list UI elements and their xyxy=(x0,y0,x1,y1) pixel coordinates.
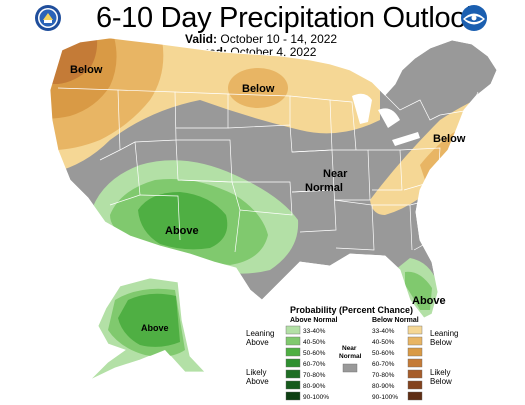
legend-below-range-label: 33-40% xyxy=(372,328,395,335)
legend-above-swatch xyxy=(285,380,301,390)
label-above-southwest: Above xyxy=(165,225,199,237)
label-below-northeast: Below xyxy=(433,133,466,145)
valid-label: Valid: xyxy=(185,32,218,46)
legend-below-swatch xyxy=(407,380,423,390)
great-lakes xyxy=(352,93,420,146)
noaa-logo-icon xyxy=(461,5,487,31)
label-above-florida: Above xyxy=(412,295,446,307)
legend-near-header-2: Normal xyxy=(339,353,362,360)
legend-below-swatch xyxy=(407,369,423,379)
legend-title: Probability (Percent Chance) xyxy=(290,305,413,315)
legend-above-swatch xyxy=(285,325,301,335)
page-title: 6-10 Day Precipitation Outlook xyxy=(96,2,481,34)
legend-leaning-above-1: Leaning xyxy=(246,329,274,338)
legend-below-range-label: 50-60% xyxy=(372,350,395,357)
legend-below-header: Below Normal xyxy=(372,317,419,324)
alaska-strong xyxy=(118,293,180,347)
above-florida-mid xyxy=(405,271,432,310)
legend-likely-above-1: Likely xyxy=(246,368,266,377)
legend-below-range-label: 90-100% xyxy=(372,394,398,401)
legend-near-header-1: Near xyxy=(342,345,357,352)
legend-leaning-below-1: Leaning xyxy=(430,329,458,338)
conus-outline xyxy=(49,37,498,319)
legend-below-range-label: 60-70% xyxy=(372,361,395,368)
legend-below-range-label: 40-50% xyxy=(372,339,395,346)
legend-above-range-label: 70-80% xyxy=(303,372,326,379)
legend-above-header: Above Normal xyxy=(290,317,338,324)
legend: Probability (Percent Chance) Above Norma… xyxy=(246,305,458,401)
legend-below-swatch xyxy=(407,336,423,346)
legend-above-range-label: 60-70% xyxy=(303,361,326,368)
legend-below-swatch xyxy=(407,325,423,335)
legend-below-range-label: 80-90% xyxy=(372,383,395,390)
alaska xyxy=(89,277,206,381)
legend-above-swatch xyxy=(285,336,301,346)
legend-leaning-above-2: Above xyxy=(246,338,269,347)
legend-above-swatch xyxy=(285,347,301,357)
legend-above-range-label: 90-100% xyxy=(303,394,329,401)
legend-likely-below-1: Likely xyxy=(430,368,450,377)
conus xyxy=(49,37,498,319)
legend-likely-below-2: Below xyxy=(430,377,452,386)
label-below-north-central: Below xyxy=(242,83,275,95)
label-near-normal-2: Normal xyxy=(305,182,343,194)
legend-likely-above-2: Above xyxy=(246,377,269,386)
doc-seal-icon xyxy=(35,5,61,31)
legend-above-swatch xyxy=(285,358,301,368)
below-north-central-mid xyxy=(228,68,288,108)
legend-above-range-label: 50-60% xyxy=(303,350,326,357)
legend-below-range-label: 70-80% xyxy=(372,372,395,379)
label-below-northwest: Below xyxy=(70,64,103,76)
legend-leaning-below-2: Below xyxy=(430,338,452,347)
above-southwest-strong xyxy=(138,192,228,250)
legend-above-range-label: 80-90% xyxy=(303,383,326,390)
legend-above-range-label: 40-50% xyxy=(303,339,326,346)
legend-above-swatch xyxy=(285,369,301,379)
valid-value: October 10 - 14, 2022 xyxy=(220,32,338,46)
label-near-normal-1: Near xyxy=(323,168,348,180)
legend-below-swatch xyxy=(407,391,423,401)
legend-near-swatch xyxy=(342,363,358,373)
valid-dates: Valid: October 10 - 14, 2022 xyxy=(185,32,337,46)
label-above-alaska: Above xyxy=(141,323,169,333)
legend-above-swatch xyxy=(285,391,301,401)
legend-below-swatch xyxy=(407,347,423,357)
legend-below-swatch xyxy=(407,358,423,368)
legend-above-range-label: 33-40% xyxy=(303,328,326,335)
